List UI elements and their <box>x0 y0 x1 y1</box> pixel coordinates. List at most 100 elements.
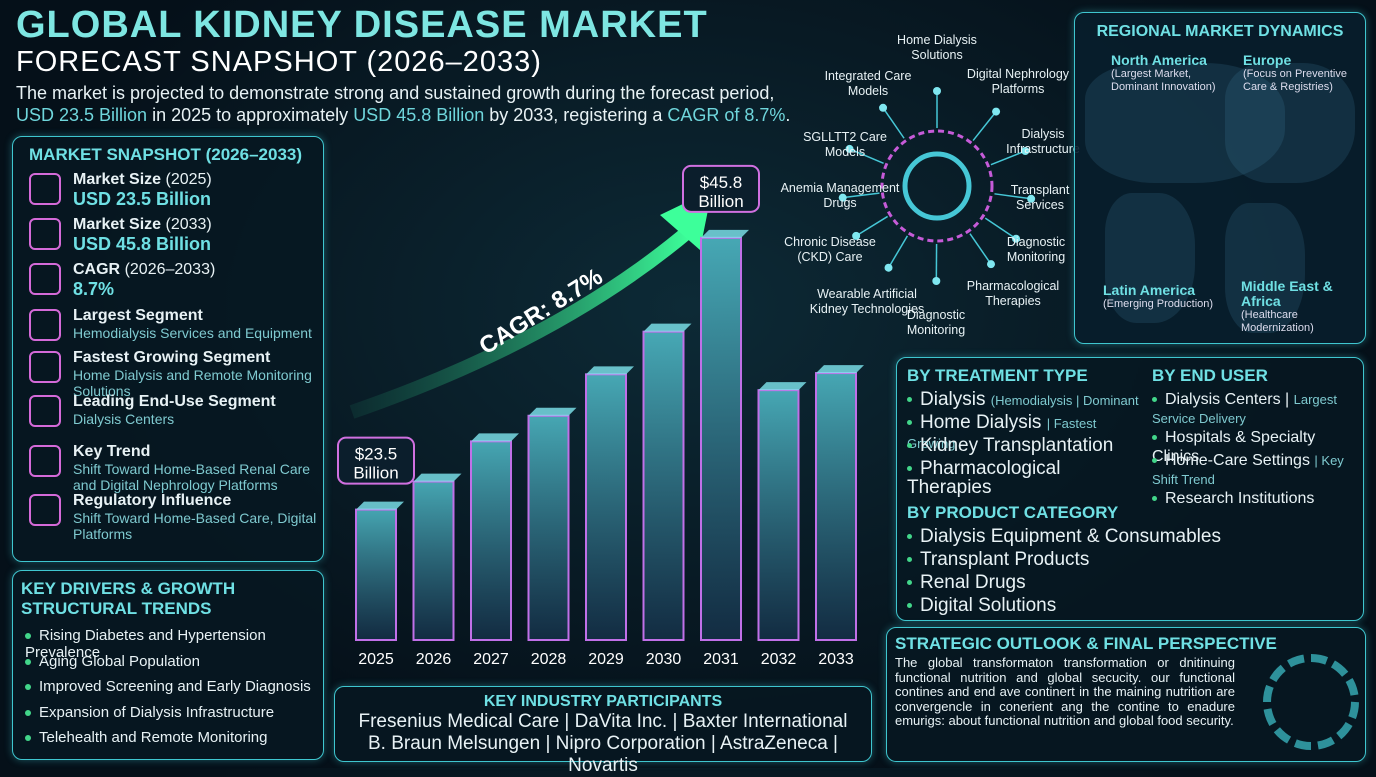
region-note: (Focus on Preventive Care & Registries) <box>1243 68 1361 94</box>
segment-item: Dialysis Centers | Largest Service Deliv… <box>1152 390 1362 428</box>
bar-top <box>644 324 692 332</box>
region-name: Latin America <box>1103 283 1221 298</box>
hub-core <box>905 154 969 218</box>
region-note: (Largest Market, Dominant Innovation) <box>1111 68 1229 94</box>
hub-node <box>932 277 940 285</box>
x-tick-label: 2027 <box>473 651 509 668</box>
hub-spoke <box>856 216 887 235</box>
hub-label-line: (CKD) Care <box>797 250 862 264</box>
gear-icon <box>1263 654 1359 750</box>
segment-name: Kidney Transplantation <box>920 435 1113 456</box>
hub-node <box>885 264 893 272</box>
segment-item: Research Institutions <box>1152 489 1362 508</box>
segment-note: (Hemodialysis | Dominant <box>991 393 1139 408</box>
hub-label-line: Home Dialysis <box>897 33 977 47</box>
regional-panel: REGIONAL MARKET DYNAMICS North America(La… <box>1074 12 1366 344</box>
segment-item: Renal Drugs <box>907 573 1307 592</box>
segment-item: Dialysis Equipment & Consumables <box>907 527 1307 546</box>
hub-spoke <box>973 112 996 141</box>
participant-line: B. Braun Melsungen | Nipro Corporation |… <box>335 733 871 777</box>
segment-name: Home-Care Settings <box>1165 452 1310 469</box>
hub-label-line: Chronic Disease <box>784 235 876 249</box>
region: Middle East & Africa(Healthcare Moderniz… <box>1241 279 1359 335</box>
bullet <box>1152 397 1157 402</box>
region-note: (Healthcare Modernization) <box>1241 309 1359 335</box>
x-tick-label: 2031 <box>703 651 739 668</box>
segment-name: Pharmacological Therapies <box>907 458 1060 498</box>
segment-name: Home Dialysis <box>920 412 1041 433</box>
bullet <box>907 466 912 471</box>
bar-top <box>356 502 404 510</box>
hub-label-line: SGLLTT2 Care <box>803 130 887 144</box>
value-label-line: Billion <box>353 464 398 483</box>
hub-label-line: Monitoring <box>907 323 965 337</box>
hub-label-line: Integrated Care <box>825 69 912 83</box>
segment-name: Transplant Products <box>920 549 1089 570</box>
region-note: (Emerging Production) <box>1103 298 1221 311</box>
bullet <box>907 443 912 448</box>
hub-label-line: Drugs <box>823 196 856 210</box>
x-tick-label: 2025 <box>358 651 394 668</box>
bar <box>816 373 856 640</box>
bullet <box>907 603 912 608</box>
bar-top <box>529 408 577 416</box>
hub-node <box>879 104 887 112</box>
hub-node <box>933 87 941 95</box>
hub-label-line: Models <box>848 84 888 98</box>
hub-label-line: Monitoring <box>1007 250 1065 264</box>
bar <box>586 374 626 640</box>
segment-name: Dialysis Equipment & Consumables <box>920 526 1221 547</box>
bar-top <box>759 382 807 390</box>
region-name: Europe <box>1243 53 1361 68</box>
x-tick-label: 2032 <box>761 651 797 668</box>
segment-title: BY END USER <box>1152 366 1268 386</box>
hub-label-line: Diagnostic <box>1007 235 1065 249</box>
bar-top <box>471 433 519 441</box>
bullet <box>1152 435 1157 440</box>
hub-spoke <box>889 236 908 268</box>
bullet <box>1152 496 1157 501</box>
bullet <box>907 580 912 585</box>
segment-item: Kidney Transplantation <box>907 436 1147 455</box>
segment-name: Dialysis <box>920 389 985 410</box>
bar <box>529 416 569 640</box>
segment-name: Renal Drugs <box>920 572 1026 593</box>
bullet <box>907 420 912 425</box>
bullet <box>1152 458 1157 463</box>
hub-label-line: Models <box>825 145 865 159</box>
hub-node <box>992 108 1000 116</box>
region: North America(Largest Market, Dominant I… <box>1111 53 1229 94</box>
region-name: Middle East & Africa <box>1241 279 1359 309</box>
hub-label-line: Wearable Artificial <box>817 287 917 301</box>
hub-label-line: Anemia Management <box>781 181 900 195</box>
segment-item: Digital Solutions <box>907 596 1307 615</box>
x-tick-label: 2030 <box>646 651 682 668</box>
hub-label-line: Services <box>1016 198 1064 212</box>
panel-title: KEY INDUSTRY PARTICIPANTS <box>335 693 871 711</box>
bar-top <box>586 366 634 374</box>
bar <box>759 390 799 640</box>
bar <box>701 238 741 640</box>
hub-node <box>987 260 995 268</box>
value-label-line: $45.8 <box>700 173 743 192</box>
bar-top <box>701 230 749 238</box>
participant-line: Fresenius Medical Care | DaVita Inc. | B… <box>335 711 871 733</box>
bar <box>471 441 511 640</box>
panel-title: REGIONAL MARKET DYNAMICS <box>1075 23 1365 41</box>
region: Europe(Focus on Preventive Care & Regist… <box>1243 53 1361 94</box>
bullet <box>907 557 912 562</box>
value-label-line: Billion <box>698 192 743 211</box>
x-tick-label: 2029 <box>588 651 624 668</box>
x-tick-label: 2028 <box>531 651 567 668</box>
